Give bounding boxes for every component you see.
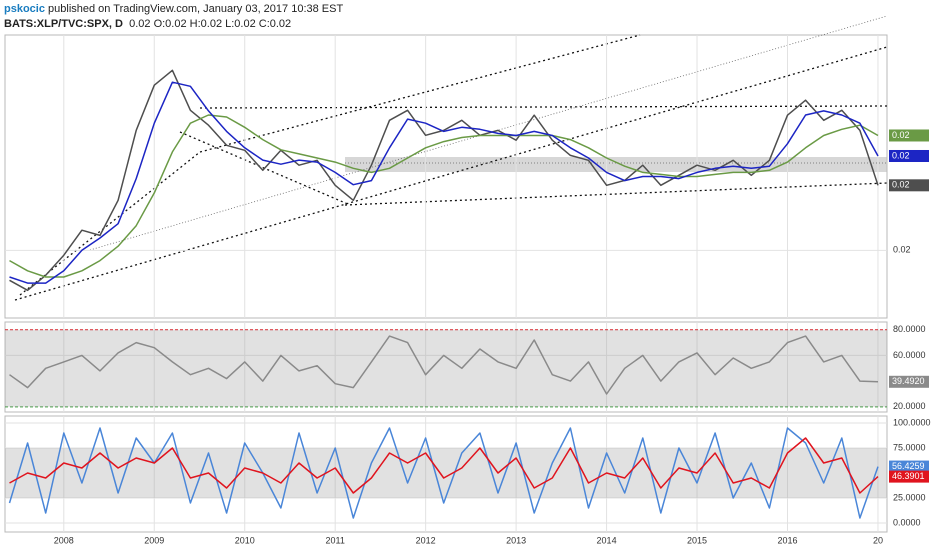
series-line [9, 335, 879, 395]
publish-line: pskocic published on TradingView.com, Ja… [4, 2, 343, 17]
symbol-line: BATS:XLP/TVC:SPX, D 0.02 O:0.02 H:0.02 L… [4, 17, 343, 32]
trend-lines [14, 34, 888, 301]
trend-line [199, 34, 641, 153]
last-value-label: 39.4920 [892, 376, 925, 386]
trend-line [89, 15, 888, 251]
y-tick-label: 25.0000 [893, 492, 926, 502]
trend-line [199, 105, 888, 109]
trend-line [19, 151, 201, 296]
y-tick-label: 20.0000 [893, 401, 926, 411]
last-value-label: 46.3901 [892, 471, 925, 481]
pane-frames [4, 34, 888, 533]
author[interactable]: pskocic [4, 3, 45, 15]
last-value-label: 0.02 [892, 130, 910, 140]
y-tick-label: 80.0000 [893, 324, 926, 334]
last-value-label: 0.02 [892, 150, 910, 160]
last-value-label: 0.02 [892, 180, 910, 190]
y-tick-label: 75.0000 [893, 442, 926, 452]
last-value-label: 56.4259 [892, 461, 925, 471]
x-tick-label: 2010 [235, 535, 255, 545]
band [5, 448, 887, 498]
symbol: BATS:XLP/TVC:SPX, D [4, 18, 123, 30]
rsi-pane [4, 321, 888, 413]
y-tick-label: 100.0000 [893, 417, 931, 427]
trend-line [14, 46, 888, 301]
x-tick-label: 20 [873, 535, 883, 545]
x-tick-label: 2008 [54, 535, 74, 545]
y-tick-label: 60.0000 [893, 350, 926, 360]
price-pane [4, 34, 888, 319]
series-line [9, 114, 879, 278]
y-tick-label: 0.02 [893, 245, 911, 255]
x-tick-label: 2016 [777, 535, 797, 545]
support-zone [345, 157, 887, 172]
series-line [9, 437, 879, 494]
last-value-box [889, 149, 929, 162]
x-tick-label: 2011 [326, 535, 345, 545]
band [5, 329, 887, 407]
trend-line [344, 182, 888, 206]
stoch-pane [4, 415, 888, 533]
header: pskocic published on TradingView.com, Ja… [4, 2, 343, 32]
x-tick-label: 2015 [687, 535, 707, 545]
series-line [9, 69, 879, 292]
last-value-box [889, 470, 929, 483]
x-tick-label: 2012 [416, 535, 436, 545]
last-value-box [889, 375, 929, 388]
x-tick-label: 2013 [506, 535, 526, 545]
x-tick-label: 2014 [597, 535, 617, 545]
last-value-box [889, 129, 929, 142]
last-value-box [889, 179, 929, 192]
y-tick-label: 0.0000 [893, 517, 921, 527]
trend-line [179, 131, 351, 206]
x-tick-label: 2009 [144, 535, 164, 545]
published: published on TradingView.com, January 03… [48, 3, 344, 15]
series-line [9, 81, 879, 284]
last-value-box [889, 460, 929, 473]
ohlc: 0.02 O:0.02 H:0.02 L:0.02 C:0.02 [129, 18, 292, 30]
